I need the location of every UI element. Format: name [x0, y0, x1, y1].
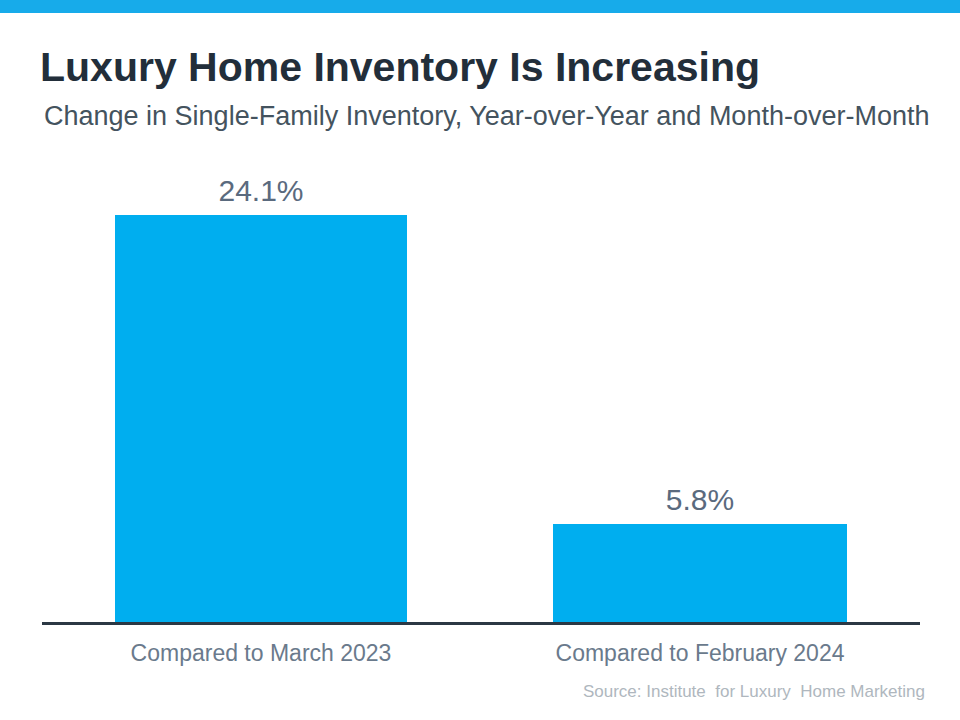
x-axis-label-march-2023: Compared to March 2023 — [115, 640, 407, 667]
bar-value-label: 5.8% — [553, 485, 847, 515]
source-attribution: Source: Institute for Luxury Home Market… — [583, 682, 925, 702]
bar-group-march-2023: 24.1% — [115, 0, 407, 622]
slide: Luxury Home Inventory Is Increasing Chan… — [0, 0, 960, 720]
bar-value-label: 24.1% — [115, 176, 407, 206]
bar-february-2024 — [553, 524, 847, 622]
bar-chart-plot-area: 24.1% 5.8% — [0, 0, 960, 622]
bar-group-february-2024: 5.8% — [553, 0, 847, 622]
x-axis-label-february-2024: Compared to February 2024 — [553, 640, 847, 667]
x-axis-line — [42, 622, 920, 625]
bar-march-2023 — [115, 215, 407, 622]
